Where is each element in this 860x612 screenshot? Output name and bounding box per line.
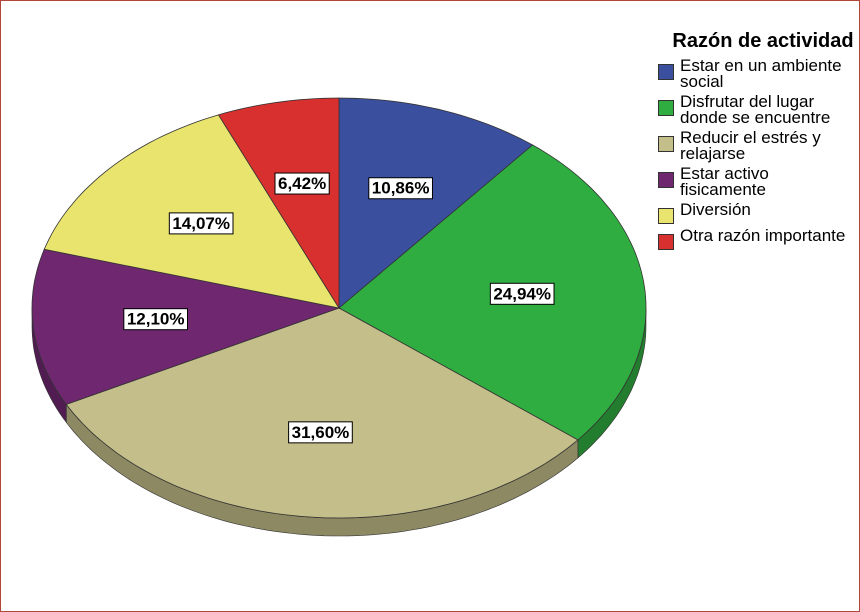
value-label-box	[274, 172, 330, 195]
legend-label: Disfrutar del lugar donde se encuentre	[680, 92, 831, 127]
value-label-box	[123, 308, 189, 331]
value-label-box	[288, 421, 353, 444]
value-label-group: 10,86%	[368, 177, 433, 200]
value-label-box	[489, 282, 555, 305]
value-label-group: 31,60%	[288, 421, 353, 444]
value-label-box	[168, 212, 234, 235]
value-label: 6,42%	[278, 174, 326, 193]
slice	[43, 114, 340, 309]
legend-item: Reducir el estrés y relajarse	[658, 128, 858, 163]
legend-label: Estar en un ambiente social	[680, 56, 842, 91]
value-label: 10,86%	[372, 179, 430, 198]
value-label-group: 14,07%	[168, 212, 234, 235]
pie-area: 10,86% 24,94% 31,60% 12,10% 14,07% 6,42%	[31, 97, 647, 537]
legend-swatch	[658, 172, 674, 188]
slice	[338, 97, 534, 309]
value-label-group: 6,42%	[274, 172, 330, 195]
legend-label: Otra razón importante	[680, 226, 846, 245]
value-label: 24,94%	[493, 284, 551, 303]
legend-item: Estar en un ambiente social	[658, 56, 858, 91]
legend-item: Estar activo fisicamente	[658, 164, 858, 199]
value-label-group: 12,10%	[123, 308, 189, 331]
legend-title: Razón de actividad	[672, 30, 854, 52]
slice	[65, 307, 579, 519]
legend-swatch	[658, 234, 674, 250]
slice	[217, 97, 340, 310]
legend-swatch	[658, 100, 674, 116]
legend-label: Reducir el estrés y relajarse	[680, 128, 821, 163]
value-label-group: 24,94%	[489, 282, 555, 305]
legend-swatch	[658, 64, 674, 80]
value-label-box	[368, 177, 433, 200]
legend-swatch	[658, 208, 674, 224]
value-label: 31,60%	[292, 423, 350, 442]
value-label: 14,07%	[172, 214, 230, 233]
legend: Razón de actividad Estar en un ambiente …	[658, 31, 858, 254]
legend-item: Disfrutar del lugar donde se encuentre	[658, 92, 858, 127]
legend-item: Diversión	[658, 200, 858, 224]
legend-label: Diversión	[680, 200, 751, 219]
legend-item: Otra razón importante	[658, 226, 858, 250]
legend-swatch	[658, 136, 674, 152]
value-label: 12,10%	[127, 310, 185, 329]
legend-label: Estar activo fisicamente	[680, 164, 769, 199]
